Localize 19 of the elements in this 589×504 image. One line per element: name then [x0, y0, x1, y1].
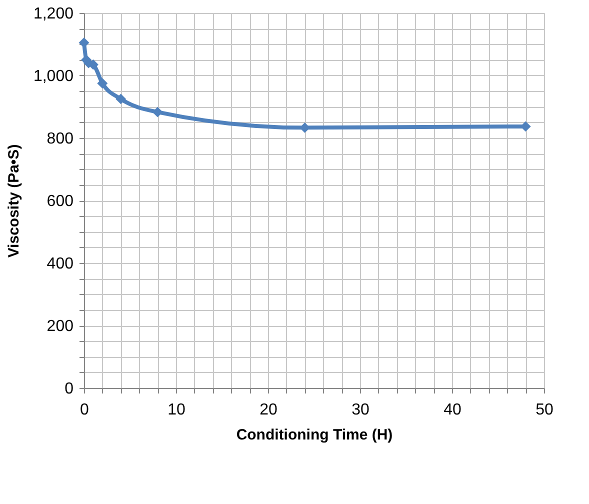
point — [152, 106, 163, 118]
x-tick-label: 20 — [260, 402, 278, 418]
y-tick-label: 600 — [46, 193, 74, 210]
y-tick-label: 400 — [46, 256, 74, 272]
x-tick-label: 30 — [352, 402, 370, 418]
y-tick-label: 0 — [64, 380, 74, 398]
point — [97, 78, 108, 89]
point — [78, 37, 90, 48]
y-tick-label: 1,200 — [33, 6, 74, 22]
x-tick-label: 10 — [168, 402, 186, 418]
y-axis-title: Viscosity (Pa•S) — [5, 144, 22, 258]
y-tick-label: 200 — [46, 318, 74, 335]
point — [116, 94, 126, 104]
x-tick-label: 40 — [444, 402, 462, 418]
y-tick-label: 1,000 — [33, 68, 74, 85]
y-tick-label: 800 — [46, 130, 74, 148]
x-tick-label: 0 — [80, 402, 90, 418]
x-tick-label: 50 — [536, 402, 554, 418]
x-axis-title: Conditioning Time (H) — [236, 426, 393, 444]
